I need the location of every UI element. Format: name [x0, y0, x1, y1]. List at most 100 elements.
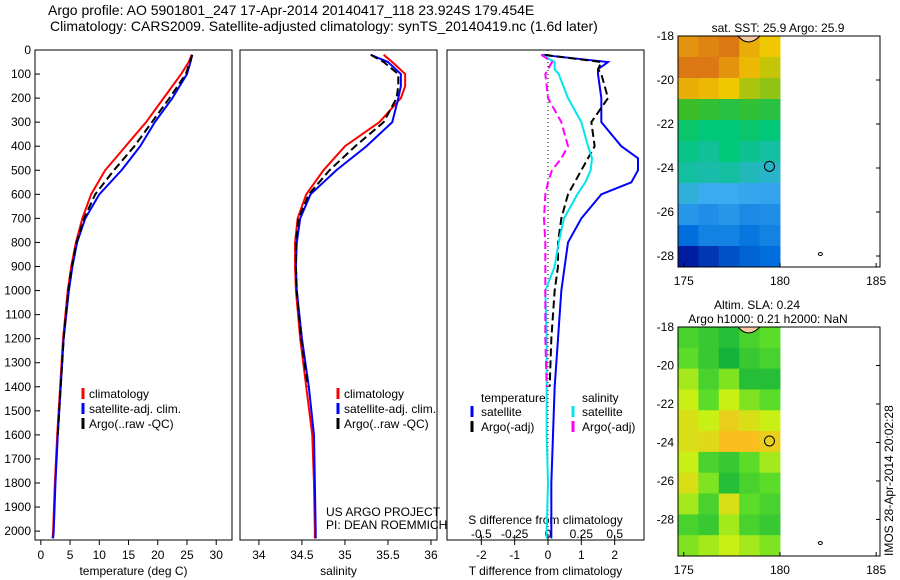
y-tick-label: 600	[11, 187, 31, 201]
map-cell	[718, 120, 740, 142]
series-satellite-adj-clim-	[52, 54, 194, 539]
map-cell	[739, 368, 761, 390]
map-cell	[678, 57, 699, 79]
map-cell	[739, 535, 761, 557]
map-cell	[678, 493, 699, 515]
x-axis-label: temperature (deg C)	[79, 564, 187, 578]
x-tick-label: 185	[866, 563, 886, 577]
y-tick-label: -24	[657, 161, 675, 175]
series-s-argo-adj-	[540, 53, 570, 387]
map-cell	[698, 141, 720, 163]
map-cell	[759, 327, 781, 349]
map-cell	[718, 57, 740, 79]
x-tick-label: 175	[674, 563, 694, 577]
x-axis-label: T difference from climatology	[469, 564, 623, 578]
map-title-2: Argo h1000: 0.21 h2000: NaN	[688, 312, 847, 326]
map-cell	[739, 162, 761, 184]
map-cell	[718, 327, 740, 349]
legend-label: Argo(-adj)	[481, 420, 534, 434]
map-cell	[718, 410, 740, 432]
map-cell	[759, 410, 781, 432]
map-cell	[698, 493, 720, 515]
map-cell	[698, 225, 720, 247]
x-tick-label: 180	[770, 274, 790, 288]
map-cell	[759, 162, 781, 184]
legend-label: satellite-adj. clim.	[89, 402, 181, 416]
map-cell	[739, 183, 761, 205]
map-cell	[698, 368, 720, 390]
legend-label: climatology	[89, 387, 149, 401]
y-tick-label: -20	[657, 358, 675, 372]
y-tick-label: 700	[11, 211, 31, 225]
x-tick-label: 35	[338, 548, 352, 562]
x-tick-label: -2	[476, 548, 487, 562]
map-cell	[698, 99, 720, 121]
series-climatology	[294, 54, 407, 539]
x-tick-label: 34.5	[290, 548, 314, 562]
y-tick-label: 1400	[4, 380, 31, 394]
argo-location-marker	[763, 435, 775, 447]
x-tick-label: 25	[180, 548, 194, 562]
credit-project: US ARGO PROJECT	[326, 505, 441, 519]
series-climatology	[51, 54, 193, 539]
y-tick-label: 400	[11, 139, 31, 153]
map-cell	[718, 347, 740, 370]
legend-label: Argo(-adj)	[582, 420, 635, 434]
map-cell	[718, 431, 740, 453]
map-cell	[759, 451, 781, 474]
map-cell	[678, 225, 699, 247]
map-cell	[678, 514, 699, 536]
map-cell	[759, 246, 781, 268]
x-tick-label: 0	[38, 548, 45, 562]
map-title: Altim. SLA: 0.24	[714, 298, 800, 312]
s-tick-label: -0.5	[471, 527, 492, 541]
map-cell	[759, 36, 781, 58]
argo-location-marker	[763, 160, 775, 172]
map-cell	[678, 204, 699, 226]
map-cell	[678, 389, 699, 411]
y-tick-label: -28	[657, 249, 675, 263]
difference-axes-box	[446, 49, 645, 541]
series-satellite-adj-clim-	[294, 53, 402, 539]
map-cell	[718, 225, 740, 247]
y-tick-label: 200	[11, 91, 31, 105]
title-line2: Climatology: CARS2009. Satellite-adjuste…	[50, 18, 598, 34]
y-tick-label: -22	[657, 117, 675, 131]
y-tick-label: 1600	[4, 428, 31, 442]
s-tick-label: 0	[545, 527, 552, 541]
x-tick-label: 180	[770, 563, 790, 577]
map-cell	[698, 57, 720, 79]
map-cell	[759, 120, 781, 142]
y-tick-label: 1300	[4, 356, 31, 370]
map-cell	[698, 162, 720, 184]
map-cell	[718, 99, 740, 121]
sla-map-axes-box	[677, 326, 881, 557]
x-tick-label: 175	[674, 274, 694, 288]
y-tick-label: 1500	[4, 404, 31, 418]
title-line1: Argo profile: AO 5901801_247 17-Apr-2014…	[48, 2, 535, 18]
map-cell	[739, 410, 761, 432]
x-axis-label: salinity	[320, 564, 357, 578]
map-cell	[759, 368, 781, 390]
series-t-satellite	[541, 53, 639, 539]
map-cell	[698, 204, 720, 226]
map-cell	[678, 162, 699, 184]
map-cell	[718, 514, 740, 536]
map-cell	[739, 141, 761, 163]
map-cell	[678, 368, 699, 390]
y-tick-label: -26	[657, 474, 675, 488]
map-cell	[678, 535, 699, 557]
y-tick-label: 1200	[4, 332, 31, 346]
map-cell	[698, 246, 720, 268]
x-tick-label: 34	[252, 548, 266, 562]
map-cell	[739, 389, 761, 411]
map-cell	[698, 472, 720, 495]
map-cell	[698, 514, 720, 536]
x-tick-label: 15	[122, 548, 136, 562]
s-tick-label: -0.25	[501, 527, 529, 541]
map-cell	[739, 451, 761, 474]
island-marker	[817, 252, 823, 256]
map-cell	[759, 535, 781, 557]
map-cell	[698, 451, 720, 474]
